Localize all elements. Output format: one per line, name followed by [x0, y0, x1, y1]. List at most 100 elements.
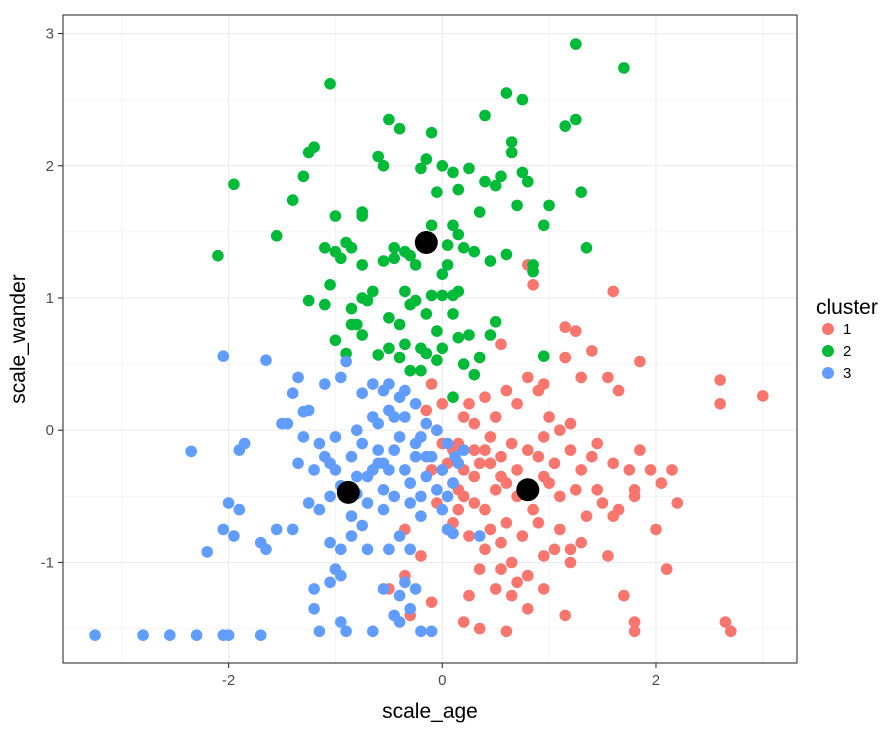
data-point-cluster-3	[89, 629, 101, 641]
data-point-cluster-1	[612, 384, 625, 397]
data-point-cluster-2	[383, 342, 395, 355]
data-point-cluster-1	[602, 550, 614, 562]
data-point-cluster-2	[420, 153, 433, 165]
data-point-cluster-1	[559, 609, 571, 622]
data-point-cluster-3	[399, 384, 411, 397]
data-point-cluster-2	[495, 170, 507, 183]
data-point-cluster-3	[388, 490, 401, 503]
data-point-cluster-3	[393, 616, 406, 628]
data-point-cluster-1	[628, 625, 641, 638]
data-point-cluster-3	[449, 450, 461, 463]
panel-background	[63, 15, 797, 663]
data-point-cluster-2	[335, 252, 347, 265]
data-point-cluster-3	[335, 543, 347, 556]
data-point-cluster-2	[431, 186, 443, 198]
data-point-cluster-2	[468, 368, 481, 381]
data-point-cluster-1	[532, 517, 545, 529]
legend-key-cluster-2	[822, 345, 834, 357]
data-point-cluster-1	[623, 464, 636, 476]
data-point-cluster-3	[447, 477, 459, 489]
data-point-cluster-1	[607, 457, 619, 470]
data-point-cluster-3	[270, 523, 283, 536]
data-point-cluster-3	[409, 583, 422, 595]
data-point-cluster-2	[351, 318, 363, 331]
data-point-cluster-2	[420, 308, 433, 320]
data-point-cluster-3	[164, 629, 176, 641]
data-point-cluster-1	[655, 477, 668, 489]
data-point-cluster-2	[489, 316, 502, 328]
data-point-cluster-2	[505, 146, 518, 159]
y-tick-label: 1	[46, 290, 54, 307]
data-point-cluster-3	[137, 629, 149, 641]
data-point-cluster-2	[302, 294, 315, 307]
data-point-cluster-1	[725, 625, 737, 638]
data-point-cluster-3	[335, 569, 347, 582]
data-point-cluster-3	[388, 444, 401, 456]
data-point-cluster-3	[356, 387, 369, 400]
data-point-cluster-3	[345, 450, 358, 463]
data-point-cluster-1	[495, 563, 507, 575]
data-point-cluster-1	[660, 563, 673, 575]
data-point-cluster-1	[591, 484, 603, 496]
data-point-cluster-1	[527, 279, 539, 291]
data-point-cluster-3	[383, 378, 395, 390]
data-point-cluster-1	[479, 391, 491, 404]
data-point-cluster-2	[356, 259, 369, 271]
data-point-cluster-3	[436, 464, 449, 476]
data-point-cluster-1	[602, 371, 614, 384]
legend-items: 1 2 3	[822, 321, 851, 382]
data-point-cluster-1	[532, 450, 545, 463]
data-point-cluster-3	[319, 450, 331, 463]
data-point-cluster-1	[618, 589, 630, 602]
centroid-point	[516, 478, 540, 502]
data-point-cluster-1	[522, 371, 534, 384]
data-point-cluster-1	[468, 417, 481, 430]
data-point-cluster-1	[484, 523, 497, 536]
data-point-cluster-3	[292, 457, 304, 470]
data-point-cluster-2	[228, 178, 240, 191]
data-point-cluster-3	[415, 625, 427, 638]
data-point-cluster-3	[345, 530, 358, 542]
data-point-cluster-1	[505, 437, 518, 450]
centroid-point	[336, 480, 360, 504]
data-point-cluster-2	[436, 289, 449, 302]
data-point-cluster-2	[580, 242, 593, 254]
data-point-cluster-3	[308, 603, 320, 615]
data-point-cluster-2	[441, 239, 454, 251]
data-point-cluster-2	[308, 141, 320, 153]
data-point-cluster-3	[335, 616, 347, 628]
data-point-cluster-2	[468, 245, 481, 258]
data-point-cluster-1	[554, 490, 566, 503]
data-point-cluster-3	[313, 437, 326, 450]
data-point-cluster-1	[538, 378, 550, 390]
y-tick-label: 3	[46, 26, 54, 43]
data-point-cluster-1	[505, 589, 518, 602]
data-point-cluster-3	[383, 543, 395, 556]
data-point-cluster-2	[575, 186, 587, 198]
data-point-cluster-3	[425, 625, 438, 638]
data-point-cluster-1	[479, 444, 491, 456]
data-point-cluster-2	[452, 331, 465, 344]
data-point-cluster-3	[377, 484, 390, 496]
data-point-cluster-1	[479, 503, 491, 516]
data-point-cluster-1	[575, 536, 587, 549]
data-point-cluster-2	[425, 219, 438, 232]
data-point-cluster-2	[404, 364, 417, 377]
data-point-cluster-2	[409, 259, 422, 271]
data-point-cluster-1	[559, 321, 571, 333]
data-point-cluster-3	[297, 431, 310, 443]
data-point-cluster-1	[538, 583, 550, 595]
data-point-cluster-1	[522, 444, 534, 456]
data-point-cluster-2	[500, 87, 513, 99]
data-point-cluster-3	[399, 576, 411, 589]
legend-label-cluster-2: 2	[843, 343, 851, 360]
data-point-cluster-2	[538, 350, 550, 363]
centroid-point	[414, 231, 438, 254]
data-point-cluster-3	[420, 450, 433, 463]
data-point-cluster-3	[324, 490, 336, 503]
data-point-cluster-3	[302, 497, 315, 509]
data-point-cluster-1	[575, 371, 587, 384]
data-point-cluster-2	[399, 338, 411, 351]
data-point-cluster-2	[436, 342, 449, 355]
data-point-cluster-3	[367, 411, 379, 423]
